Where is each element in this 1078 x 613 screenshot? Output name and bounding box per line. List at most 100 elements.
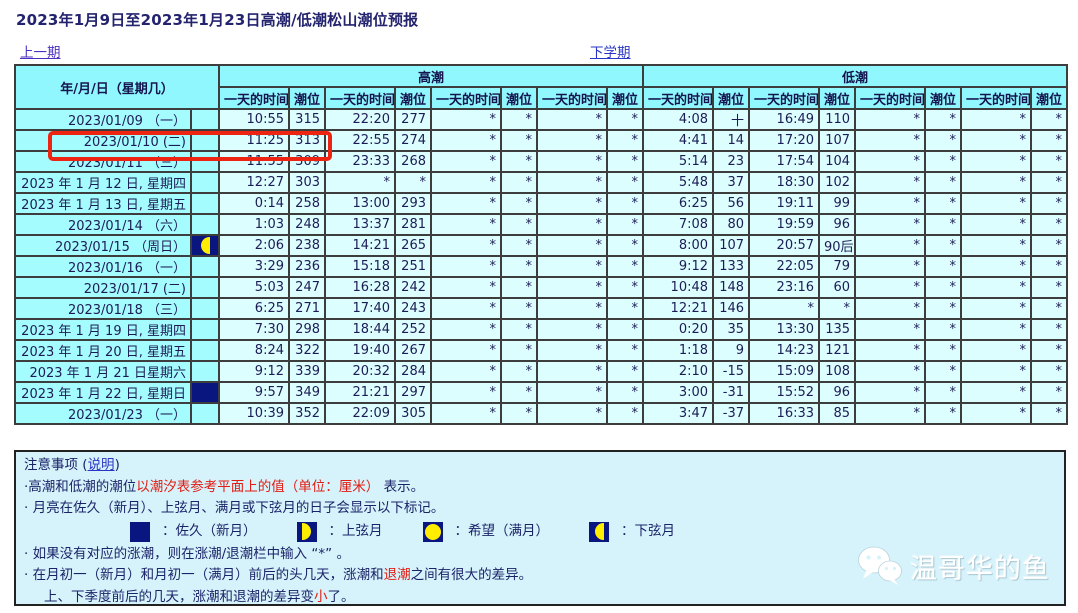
level-cell: 258 — [288, 192, 326, 215]
legend-item: ：上弦月 — [296, 521, 383, 543]
legend-item: ：下弦月 — [589, 521, 675, 543]
time-cell: * — [430, 339, 502, 362]
level-cell: * — [1030, 360, 1069, 383]
time-cell: * — [960, 213, 1033, 236]
time-cell: * — [536, 381, 608, 404]
level-cell: * — [924, 213, 963, 236]
time-cell: * — [854, 213, 927, 236]
level-cell: * — [605, 339, 645, 362]
level-cell: * — [924, 276, 963, 299]
level-cell: 303 — [288, 171, 326, 194]
notes-line4-red: 退潮 — [383, 567, 411, 583]
time-cell: * — [748, 297, 821, 320]
level-cell: 14 — [712, 129, 751, 152]
time-cell: 22:55 — [324, 129, 396, 152]
time-cell: * — [854, 360, 927, 383]
time-cell: * — [536, 297, 608, 320]
level-cell: * — [818, 297, 857, 320]
level-cell: 236 — [288, 255, 326, 278]
notes-line1-suffix: 表示。 — [379, 478, 425, 495]
time-cell: 11:55 — [218, 150, 290, 173]
level-cell: 104 — [818, 150, 857, 173]
full-moon-icon — [422, 521, 443, 542]
moon-cell — [190, 255, 220, 278]
level-cell: * — [924, 234, 963, 257]
level-cell: * — [1030, 318, 1069, 341]
time-cell: * — [854, 192, 927, 215]
level-column-header: 潮位 — [605, 86, 645, 110]
level-cell: 99 — [818, 192, 857, 215]
date-cell: 2023/01/09 （一） — [14, 108, 192, 131]
notes-line5-red: 小 — [314, 588, 328, 605]
prev-period-link[interactable]: 上一期 — [20, 45, 61, 61]
time-cell: 0:14 — [218, 192, 290, 215]
legend-label: ：佐久（新月） — [162, 522, 257, 539]
time-cell: * — [854, 402, 927, 425]
notes-line-asterisk: · 如果没有对应的涨潮，则在涨潮/退潮栏中输入 “*” 。 — [24, 545, 350, 562]
level-cell: 271 — [288, 297, 326, 320]
table-row: 2023/01/17 (二) 5:03 247 16:28 242 * * * * 10:48 14… — [14, 276, 1069, 299]
level-cell: 297 — [394, 381, 432, 404]
level-cell: * — [924, 360, 963, 383]
table-row: 2023 年 1 月 19 日, 星期四 7:30 298 18:44 252 * * * * 0… — [14, 318, 1069, 341]
time-cell: * — [854, 150, 927, 173]
level-cell: 102 — [818, 171, 857, 194]
time-cell: 5:48 — [642, 171, 715, 194]
level-cell: 248 — [288, 213, 326, 236]
time-cell: * — [960, 255, 1033, 278]
time-cell: * — [430, 234, 502, 257]
notes-line5-prefix: 上、下季度前后的几天，涨潮和退潮的差异变 — [44, 588, 314, 605]
time-cell: 3:47 — [642, 402, 715, 425]
time-cell: * — [536, 192, 608, 215]
table-row: 2023/01/23 （一） 10:39 352 22:09 305 * * * * 3:47 -3… — [14, 402, 1069, 425]
level-cell: * — [924, 318, 963, 341]
notes-line4-prefix: · 在月初一（新月）和月初一（满月）前后的头几天，涨潮和 — [24, 567, 384, 583]
time-cell: 2:06 — [218, 234, 290, 257]
time-cell: * — [960, 129, 1033, 152]
moon-cell — [190, 297, 220, 320]
time-cell: * — [854, 318, 927, 341]
time-cell: 14:23 — [748, 339, 821, 362]
time-cell: * — [430, 108, 502, 131]
time-cell: * — [960, 360, 1033, 383]
date-cell: 2023/01/10 (二) — [14, 129, 192, 152]
level-cell: * — [1030, 381, 1069, 404]
level-cell: 274 — [394, 129, 432, 152]
level-cell: 247 — [288, 276, 326, 299]
time-cell: 18:44 — [324, 318, 396, 341]
level-cell: * — [924, 171, 963, 194]
next-period-link[interactable]: 下学期 — [590, 45, 631, 61]
time-cell: 3:00 — [642, 381, 715, 404]
level-cell: 281 — [394, 213, 432, 236]
level-cell: 146 — [712, 297, 751, 320]
time-cell: 19:40 — [324, 339, 396, 362]
level-cell: * — [500, 171, 538, 194]
time-cell: * — [536, 339, 608, 362]
level-cell: 339 — [288, 360, 326, 383]
level-cell: * — [500, 234, 538, 257]
time-cell: 19:11 — [748, 192, 821, 215]
level-cell: 298 — [288, 318, 326, 341]
level-cell: * — [605, 402, 645, 425]
moon-cell — [190, 402, 220, 425]
time-column-header: 一天的时间 — [642, 86, 715, 110]
moon-cell — [190, 213, 220, 236]
level-cell: 107 — [818, 129, 857, 152]
time-cell: 10:39 — [218, 402, 290, 425]
level-cell: * — [1030, 255, 1069, 278]
level-cell: -37 — [712, 402, 751, 425]
level-cell: * — [500, 213, 538, 236]
time-cell: * — [960, 234, 1033, 257]
level-cell: 110 — [818, 108, 857, 131]
level-cell: 268 — [394, 150, 432, 173]
time-cell: 1:03 — [218, 213, 290, 236]
level-column-header: 潮位 — [500, 86, 538, 110]
time-cell: 7:08 — [642, 213, 715, 236]
time-cell: 9:12 — [642, 255, 715, 278]
time-cell: * — [854, 381, 927, 404]
time-column-header: 一天的时间 — [430, 86, 502, 110]
level-cell: 293 — [394, 192, 432, 215]
level-cell: * — [500, 339, 538, 362]
level-cell: 267 — [394, 339, 432, 362]
notes-explain-link[interactable]: 说明 — [87, 457, 115, 473]
